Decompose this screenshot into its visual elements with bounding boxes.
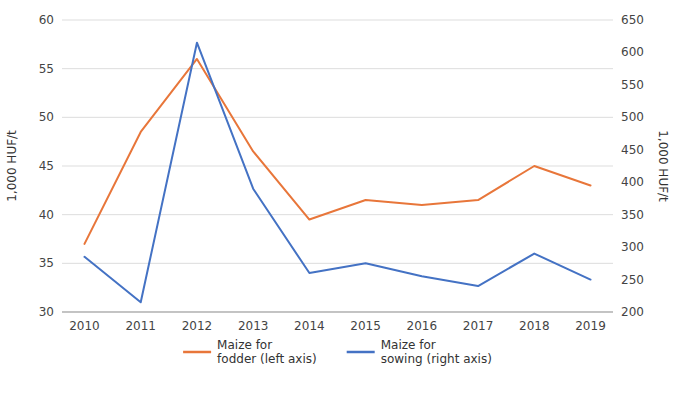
grid-line <box>62 312 613 313</box>
x-tick-label: 2017 <box>463 319 494 333</box>
y2-tick-label: 650 <box>621 13 644 27</box>
y2-tick-label: 450 <box>621 143 644 157</box>
legend-swatch <box>347 351 375 354</box>
y-tick-label: 40 <box>39 208 54 222</box>
grid-line <box>62 68 613 69</box>
grid-line <box>62 117 613 118</box>
y-tick-label: 60 <box>39 13 54 27</box>
y2-tick-label: 200 <box>621 305 644 319</box>
x-tick-label: 2016 <box>407 319 438 333</box>
y-tick-label: 55 <box>39 62 54 76</box>
chart: 30 35 40 45 50 55 60 200 250 300 350 400 450 500 550 60… <box>0 0 675 407</box>
page: {"chart_data": { "type": "line", "x": [2… <box>0 0 675 407</box>
x-tick-label: 2012 <box>182 319 213 333</box>
legend-label-line: sowing (right axis) <box>381 352 492 366</box>
y-tick-label: 50 <box>39 110 54 124</box>
y2-tick-label: 300 <box>621 240 644 254</box>
x-tick-label: 2015 <box>350 319 381 333</box>
y2-tick-label: 400 <box>621 175 644 189</box>
x-tick-label: 2018 <box>519 319 550 333</box>
legend: Maize forfodder (left axis)Maize forsowi… <box>183 338 492 366</box>
legend-label: Maize forsowing (right axis) <box>381 338 492 366</box>
legend-label-line: fodder (left axis) <box>217 352 317 366</box>
grid-line <box>62 263 613 264</box>
x-tick-label: 2014 <box>294 319 325 333</box>
legend-swatch <box>183 351 211 354</box>
y2-tick-label: 500 <box>621 110 644 124</box>
x-tick-label: 2010 <box>69 319 100 333</box>
y2-tick-label: 250 <box>621 273 644 287</box>
x-tick-label: 2019 <box>575 319 606 333</box>
y-axis-label: 1,000 HUF/t <box>5 130 19 202</box>
x-tick-label: 2011 <box>125 319 156 333</box>
x-tick-label: 2013 <box>238 319 269 333</box>
y-tick-label: 45 <box>39 159 54 173</box>
y2-tick-label: 350 <box>621 208 644 222</box>
legend-label: Maize forfodder (left axis) <box>217 338 317 366</box>
y-tick-label: 30 <box>39 305 54 319</box>
legend-item: Maize forfodder (left axis) <box>183 338 317 366</box>
y-tick-label: 35 <box>39 256 54 270</box>
y2-tick-label: 600 <box>621 45 644 59</box>
legend-label-line: Maize for <box>381 338 436 352</box>
y2-tick-label: 550 <box>621 78 644 92</box>
series-line <box>84 43 590 303</box>
x-axis-line <box>62 312 613 313</box>
y2-axis-label: 1,000 HUF/t <box>656 130 670 202</box>
grid-line <box>62 20 613 21</box>
series-group <box>84 43 590 303</box>
grid-line <box>62 166 613 167</box>
axes: 30 35 40 45 50 55 60 200 250 300 350 400 450 500 550 60… <box>5 13 670 333</box>
grid-line <box>62 214 613 215</box>
legend-label-line: Maize for <box>217 338 272 352</box>
legend-item: Maize forsowing (right axis) <box>347 338 492 366</box>
